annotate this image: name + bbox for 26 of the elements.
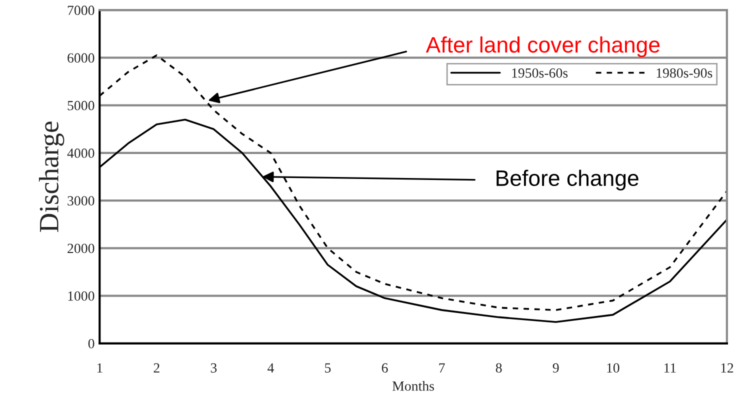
x-tick-label: 7	[439, 363, 445, 372]
y-tick-label: 4000	[67, 148, 94, 158]
x-tick-label: 9	[552, 363, 559, 373]
legend-label: 1950s-60s	[512, 68, 568, 78]
x-axis-title: Months	[392, 380, 434, 391]
x-tick-label: 2	[154, 363, 160, 372]
annotation: Before change	[496, 170, 638, 190]
annotation: After land cover change	[426, 36, 660, 58]
y-tick-label: 5000	[68, 100, 94, 110]
y-tick-label: 2000	[68, 244, 94, 254]
y-tick-label: 6000	[68, 53, 94, 63]
x-tick-label: 6	[382, 363, 388, 373]
y-axis-title: Discharge	[38, 122, 64, 232]
x-tick-label: 4	[268, 363, 274, 372]
y-tick-label: 3000	[68, 196, 94, 206]
y-tick-label: 1000	[68, 291, 94, 301]
x-tick-label: 5	[325, 363, 331, 373]
x-tick-label: 8	[496, 363, 502, 373]
x-tick-label: 3	[210, 363, 217, 373]
x-tick-label: 10	[607, 363, 620, 373]
x-tick-label: 12	[721, 363, 734, 372]
x-tick-label: 11	[664, 363, 676, 372]
y-tick-label: 0	[88, 338, 94, 348]
y-tick-label: 7000	[68, 6, 94, 16]
legend-label: 1980s-90s	[656, 68, 712, 78]
x-tick-label: 1	[97, 363, 102, 372]
